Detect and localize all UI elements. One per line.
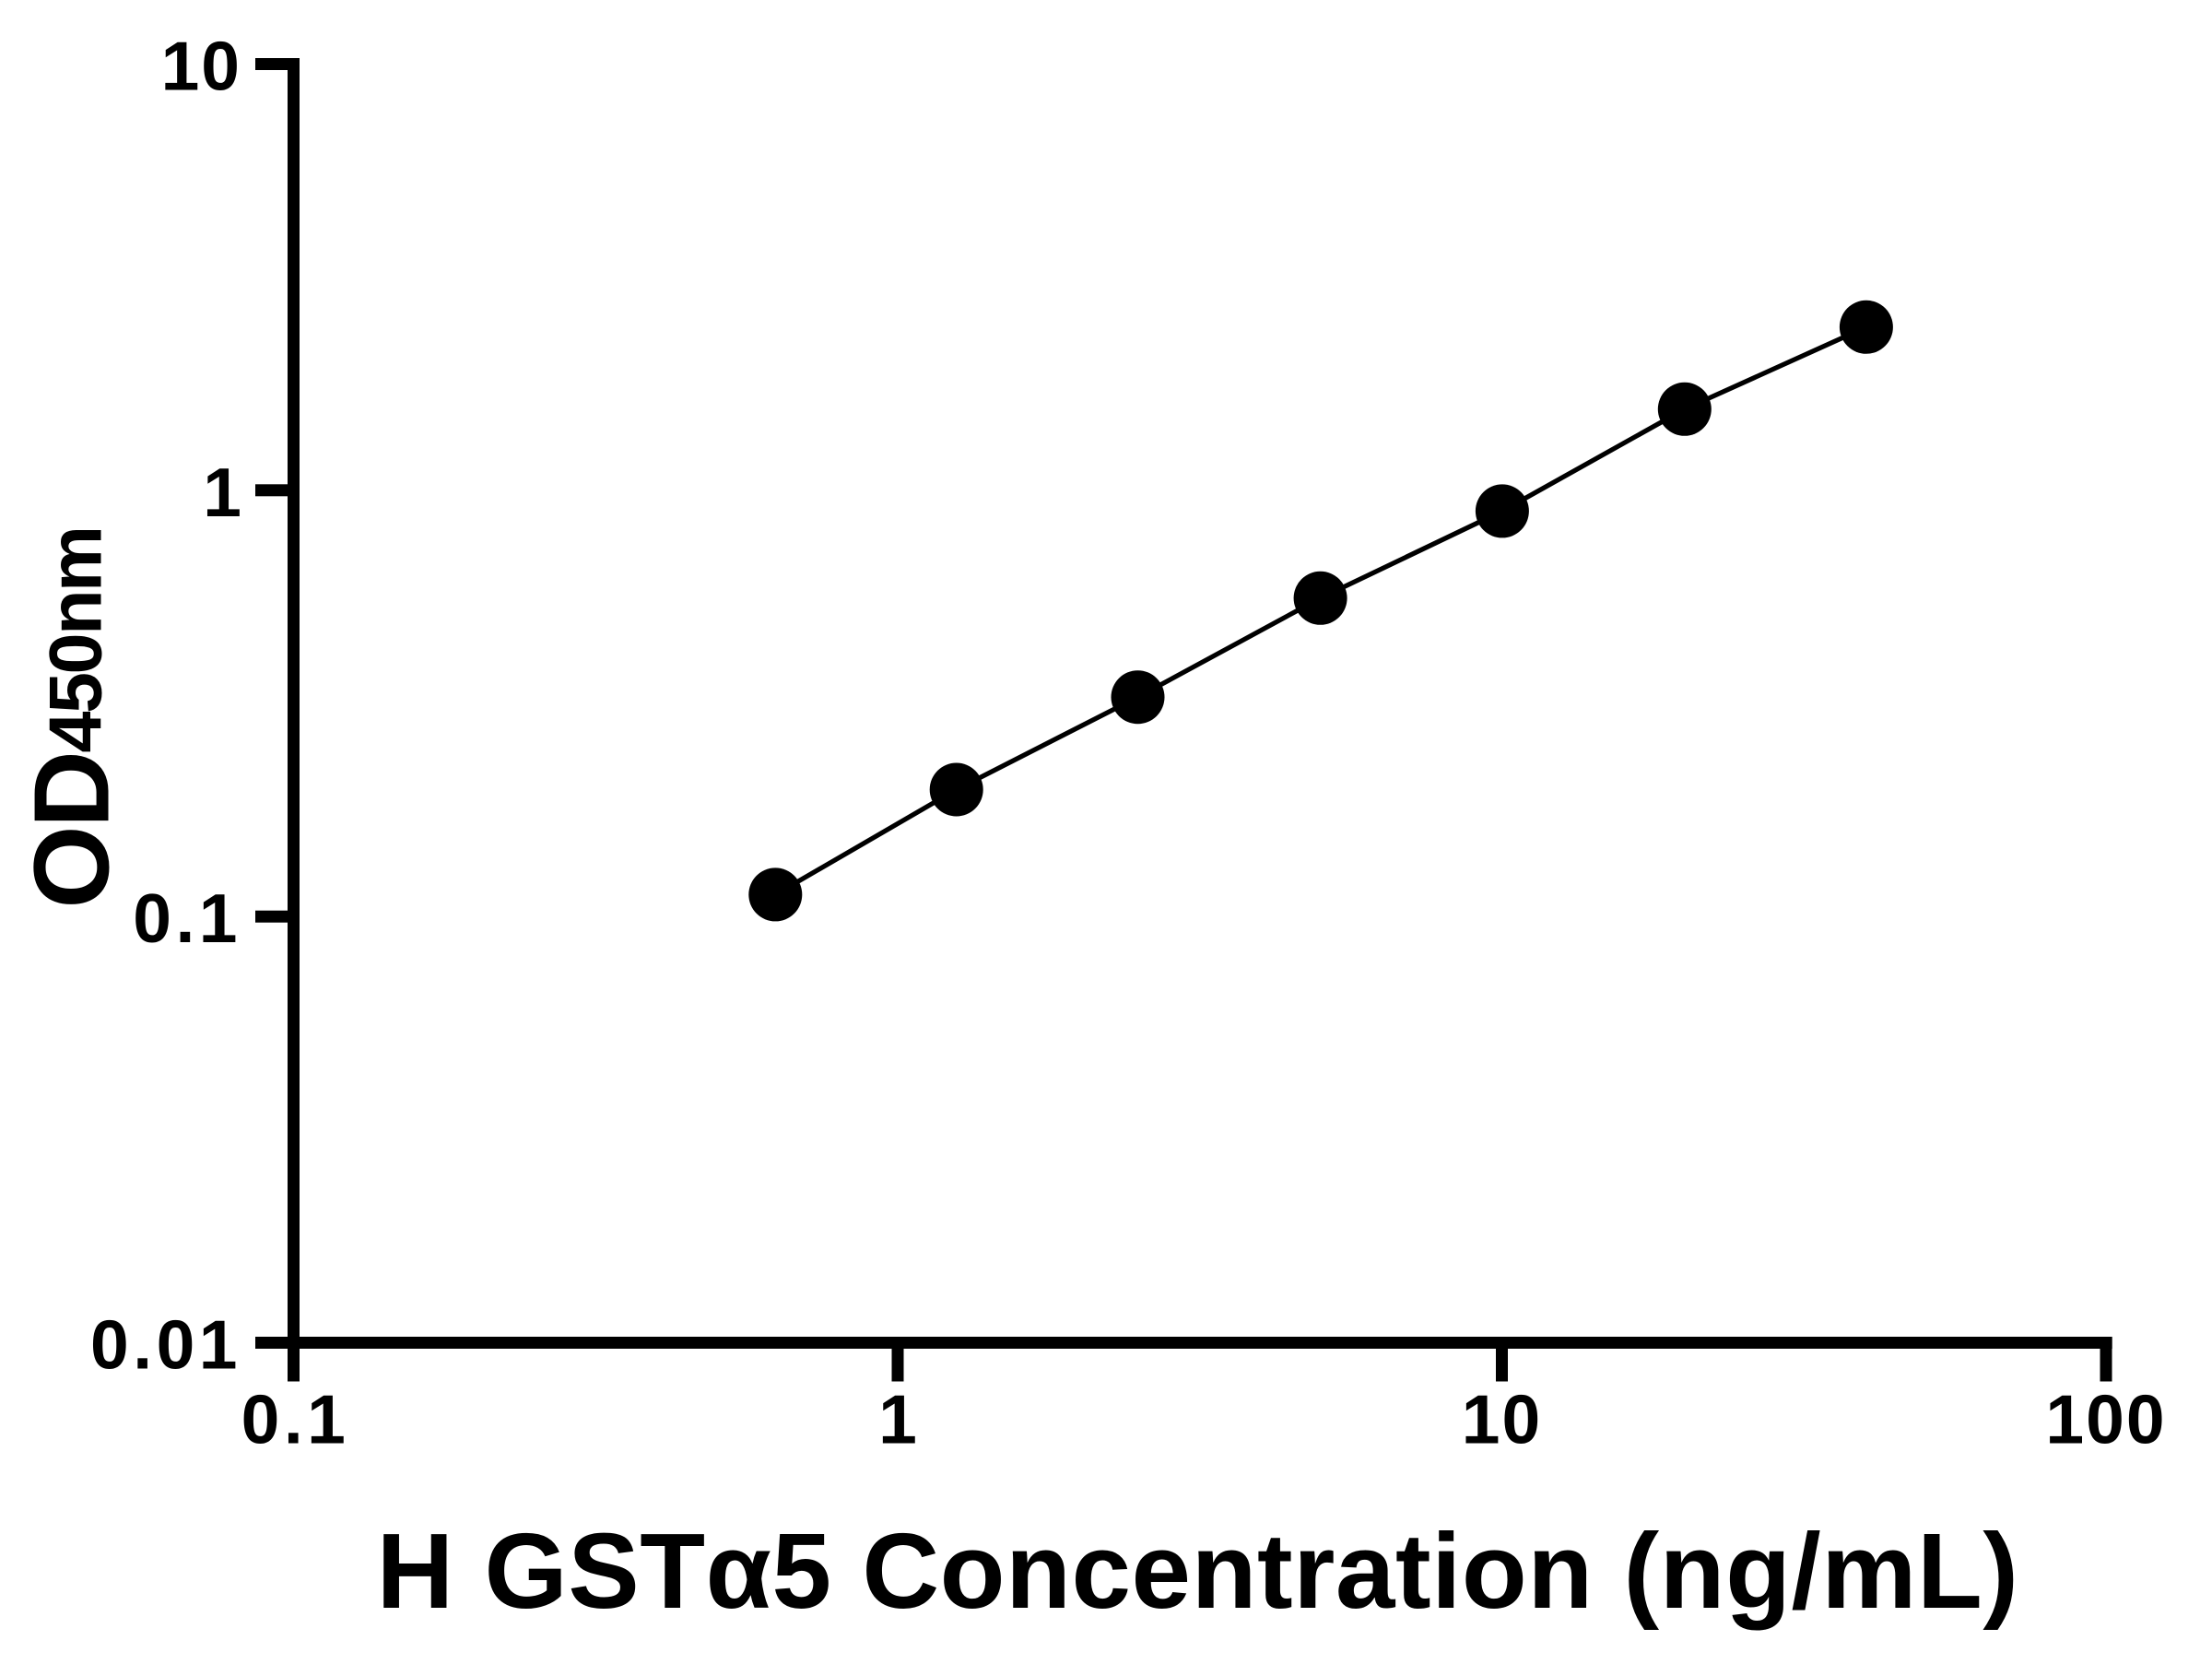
svg-text:0.01: 0.01 — [90, 1306, 241, 1384]
svg-text:1: 1 — [878, 1381, 917, 1458]
svg-text:100: 100 — [2045, 1381, 2166, 1458]
svg-text:0.1: 0.1 — [241, 1381, 350, 1458]
svg-text:10: 10 — [161, 28, 241, 105]
svg-text:0.1: 0.1 — [133, 879, 241, 957]
svg-text:1: 1 — [203, 454, 241, 531]
svg-text:H GSTα5 Concentration (ng/mL): H GSTα5 Concentration (ng/mL) — [376, 1511, 2018, 1631]
svg-text:10: 10 — [1462, 1381, 1542, 1458]
